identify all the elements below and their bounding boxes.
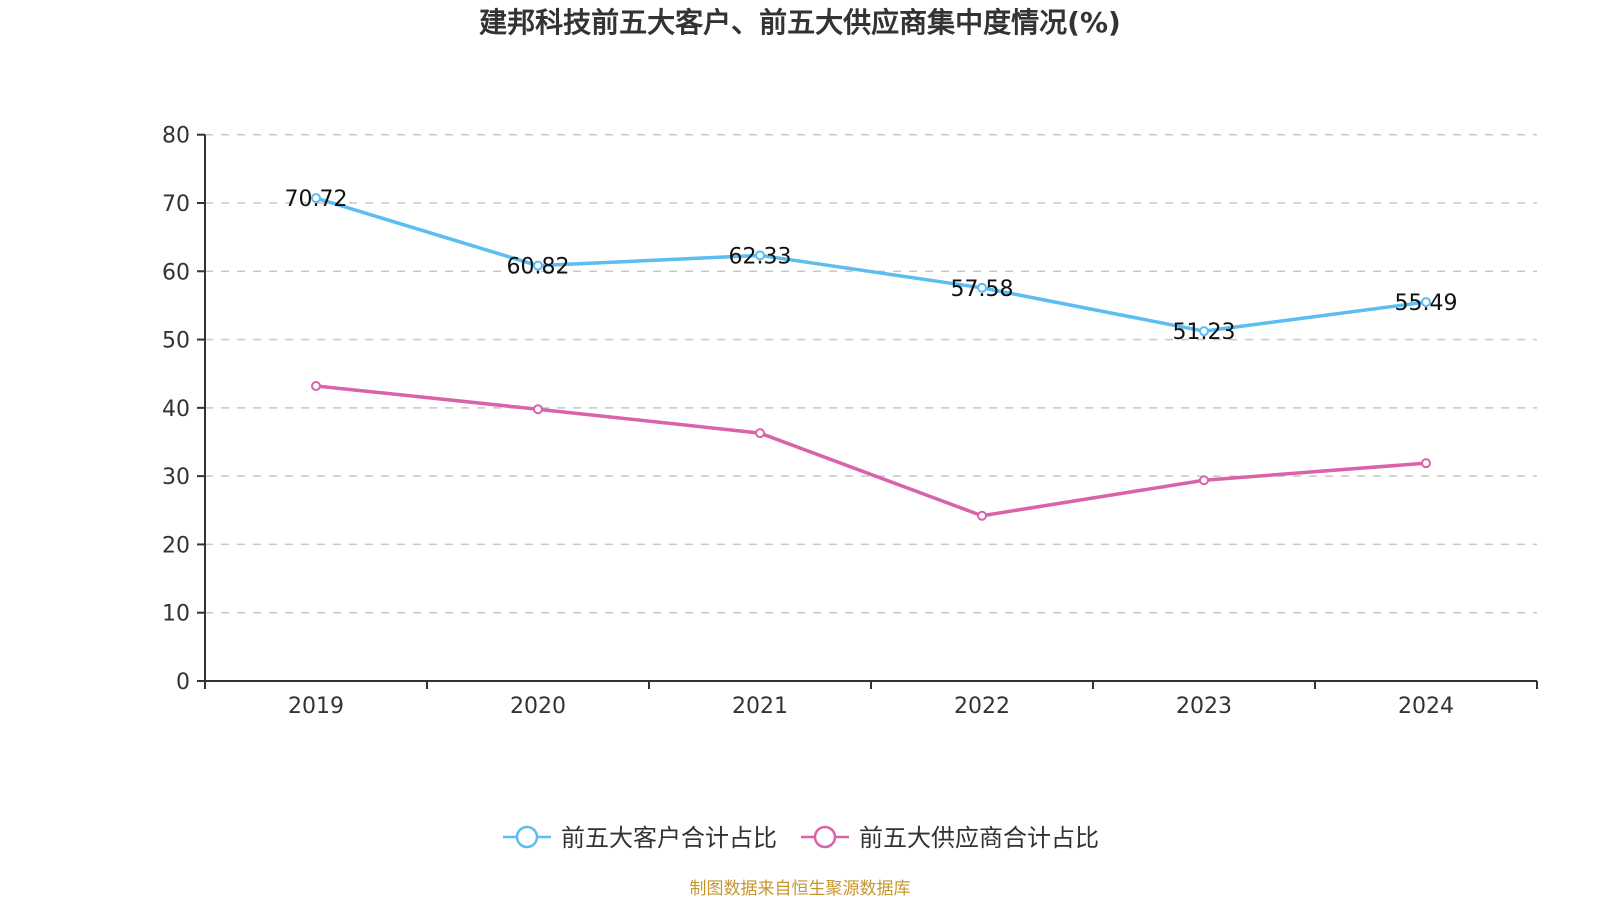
y-tick-label: 60 — [162, 260, 190, 285]
data-label: 55.49 — [1395, 291, 1458, 316]
series-line-0 — [315, 196, 1427, 333]
x-tick-label: 2024 — [1398, 694, 1454, 719]
data-point[interactable] — [311, 380, 321, 391]
data-label: 57.58 — [951, 277, 1014, 302]
grid-lines — [205, 133, 1537, 614]
data-labels: 70.72 60.82 62.33 57.58 51.23 55.49 — [285, 187, 1458, 345]
y-tick-label: 80 — [162, 124, 190, 149]
data-label: 62.33 — [729, 244, 792, 269]
data-point[interactable] — [1421, 297, 1431, 308]
data-point[interactable] — [977, 510, 987, 521]
legend: 前五大客户合计占比 前五大供应商合计占比 — [503, 824, 1099, 852]
data-point[interactable] — [533, 260, 543, 271]
x-tick-label: 2019 — [288, 694, 344, 719]
data-point[interactable] — [1421, 458, 1431, 469]
data-point[interactable] — [755, 428, 765, 439]
x-tick-label: 2020 — [510, 694, 566, 719]
x-tick-label: 2022 — [954, 694, 1010, 719]
y-tick-label: 70 — [162, 192, 190, 217]
data-label: 70.72 — [285, 187, 348, 212]
source-note: 制图数据来自恒生聚源数据库 — [690, 879, 911, 899]
x-tick-label: 2023 — [1176, 694, 1232, 719]
y-tick-label: 50 — [162, 329, 190, 354]
data-point[interactable] — [311, 193, 321, 204]
data-point[interactable] — [977, 282, 987, 293]
legend-circle-icon — [813, 825, 837, 849]
y-tick-label: 30 — [162, 465, 190, 490]
x-tick-label: 2021 — [732, 694, 788, 719]
data-point[interactable] — [533, 404, 543, 415]
data-label: 51.23 — [1173, 320, 1236, 345]
y-tick-label: 10 — [162, 602, 190, 627]
y-tick-label: 40 — [162, 397, 190, 422]
data-point[interactable] — [1199, 326, 1209, 337]
data-point[interactable] — [755, 250, 765, 261]
legend-item[interactable]: 前五大客户合计占比 — [503, 824, 777, 852]
legend-label: 前五大客户合计占比 — [561, 824, 777, 852]
axes: 0 10 20 30 40 50 60 70 80 2019 2020 2021 2022 2023 202… — [162, 124, 1538, 719]
legend-item[interactable]: 前五大供应商合计占比 — [801, 824, 1099, 852]
legend-circle-icon — [515, 825, 539, 849]
chart-title: 建邦科技前五大客户、前五大供应商集中度情况(%) — [479, 6, 1121, 39]
legend-label: 前五大供应商合计占比 — [859, 824, 1099, 852]
y-tick-label: 0 — [176, 670, 190, 695]
y-tick-label: 20 — [162, 533, 190, 558]
series-group — [311, 193, 1431, 521]
series-line-1 — [315, 384, 1427, 518]
data-label: 60.82 — [507, 255, 570, 280]
data-point[interactable] — [1199, 475, 1209, 486]
